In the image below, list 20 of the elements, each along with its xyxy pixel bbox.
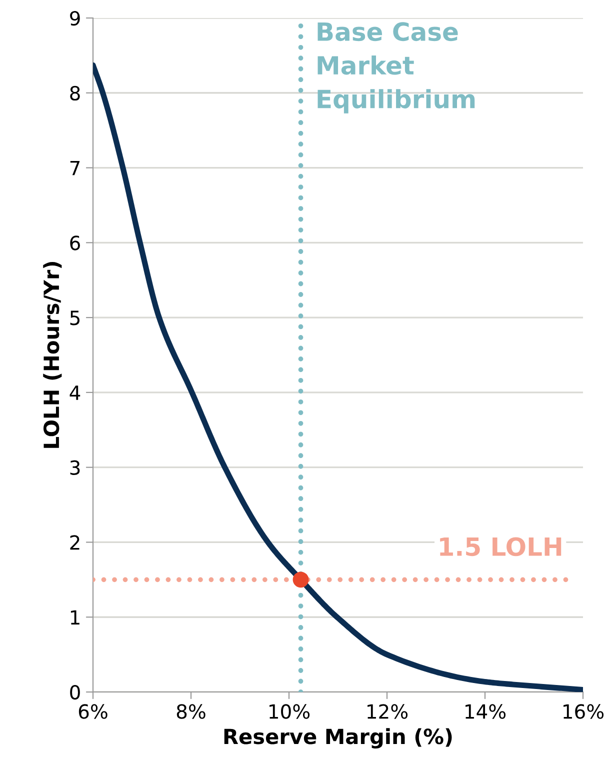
x-tick-label: 12%: [368, 704, 408, 719]
y-tick-label: 9: [70, 10, 80, 26]
x-tick-label: 6%: [78, 704, 108, 719]
y-tick-label: 6: [70, 236, 80, 250]
y-tick-label: 0: [70, 684, 80, 700]
y-tick-label: 5: [70, 310, 80, 326]
ref-line-label: 1.5 LOLH: [440, 537, 562, 556]
x-tick-label: 10%: [270, 704, 310, 719]
x-axis-title: Reserve Margin (%): [224, 728, 452, 749]
y-tick-label: 3: [70, 460, 80, 475]
y-tick-label: 2: [70, 535, 80, 550]
y-tick-label: 8: [70, 86, 80, 101]
y-tick-label: 1: [70, 610, 80, 624]
x-tick-label: 14%: [466, 704, 506, 719]
y-tick-label: 4: [70, 386, 80, 400]
ref-line-label: Base Case Market Equilibrium: [318, 22, 475, 114]
x-tick-label: 8%: [176, 704, 206, 719]
y-tick-label: 7: [70, 160, 80, 176]
y-axis-title: LOLH (Hours/Yr): [43, 262, 62, 448]
x-tick-label: 16%: [564, 704, 604, 719]
